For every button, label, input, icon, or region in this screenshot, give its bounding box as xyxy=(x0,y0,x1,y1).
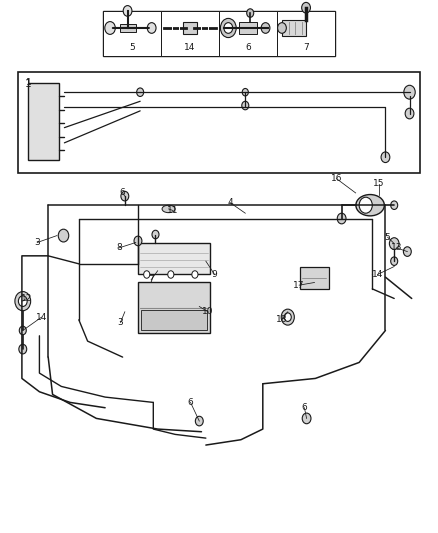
Ellipse shape xyxy=(359,197,372,213)
Bar xyxy=(18,72,420,173)
Text: 14: 14 xyxy=(372,270,383,279)
Circle shape xyxy=(224,23,233,33)
Text: 4: 4 xyxy=(227,198,233,207)
Circle shape xyxy=(137,88,144,96)
Circle shape xyxy=(403,247,411,256)
Circle shape xyxy=(58,229,69,242)
Text: 11: 11 xyxy=(167,206,179,215)
Bar xyxy=(120,23,136,32)
Bar xyxy=(138,243,210,274)
Circle shape xyxy=(404,85,415,99)
Bar xyxy=(28,83,59,160)
Circle shape xyxy=(144,271,150,278)
Circle shape xyxy=(284,313,291,321)
Text: 6: 6 xyxy=(301,403,307,412)
Text: 5: 5 xyxy=(129,43,135,52)
Text: 6: 6 xyxy=(245,43,251,52)
Circle shape xyxy=(152,230,159,239)
Text: 12: 12 xyxy=(21,294,32,303)
Circle shape xyxy=(121,191,129,201)
Circle shape xyxy=(168,271,174,278)
Circle shape xyxy=(391,201,398,209)
Bar xyxy=(184,21,197,34)
Text: 8: 8 xyxy=(116,244,122,252)
Bar xyxy=(141,310,207,330)
Circle shape xyxy=(195,416,203,426)
Circle shape xyxy=(381,152,390,163)
Text: 10: 10 xyxy=(202,308,214,316)
Text: 6: 6 xyxy=(120,189,126,197)
Text: 14: 14 xyxy=(36,313,47,321)
Circle shape xyxy=(192,271,198,278)
Circle shape xyxy=(147,23,156,33)
Bar xyxy=(300,266,328,289)
Text: 3: 3 xyxy=(34,238,40,247)
Circle shape xyxy=(242,101,249,110)
Circle shape xyxy=(247,9,254,17)
Circle shape xyxy=(18,296,27,306)
Text: 9: 9 xyxy=(212,270,218,279)
Bar xyxy=(277,11,335,56)
Text: 16: 16 xyxy=(331,174,342,183)
Text: 17: 17 xyxy=(293,281,305,289)
Circle shape xyxy=(123,5,132,17)
Circle shape xyxy=(242,88,248,96)
Text: 6: 6 xyxy=(187,398,194,407)
Bar xyxy=(219,11,277,56)
Circle shape xyxy=(405,108,414,119)
Text: 1: 1 xyxy=(25,78,32,87)
Circle shape xyxy=(278,23,286,33)
Circle shape xyxy=(19,326,26,335)
Text: 13: 13 xyxy=(391,244,402,252)
Text: 1: 1 xyxy=(25,79,32,88)
Circle shape xyxy=(281,309,294,325)
Circle shape xyxy=(302,413,311,424)
Bar xyxy=(239,21,257,34)
Ellipse shape xyxy=(356,195,385,216)
Text: 7: 7 xyxy=(303,43,309,52)
Text: 15: 15 xyxy=(373,180,385,188)
Circle shape xyxy=(302,2,311,13)
Circle shape xyxy=(19,344,27,354)
Circle shape xyxy=(105,21,115,35)
Bar xyxy=(103,11,335,56)
Circle shape xyxy=(134,236,142,246)
Circle shape xyxy=(389,238,399,249)
Bar xyxy=(161,11,219,56)
Bar xyxy=(138,282,210,333)
Circle shape xyxy=(220,19,236,38)
Text: 18: 18 xyxy=(276,316,287,324)
Circle shape xyxy=(15,292,31,311)
Ellipse shape xyxy=(162,205,175,213)
Circle shape xyxy=(391,257,398,265)
Text: 7: 7 xyxy=(148,276,154,284)
Text: 14: 14 xyxy=(184,43,196,52)
Circle shape xyxy=(261,23,270,33)
Bar xyxy=(282,20,306,36)
Bar xyxy=(103,11,161,56)
Circle shape xyxy=(337,213,346,224)
Text: 3: 3 xyxy=(117,318,124,327)
Text: 5: 5 xyxy=(385,233,391,241)
